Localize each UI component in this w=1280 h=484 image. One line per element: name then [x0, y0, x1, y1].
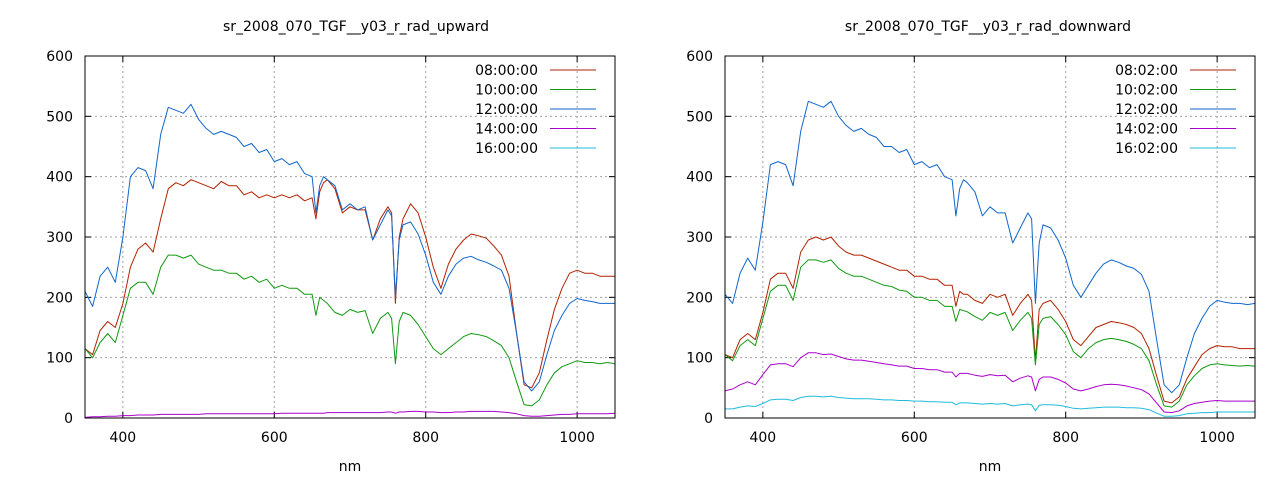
y-tick-label: 200 — [686, 290, 713, 306]
y-tick-label: 500 — [46, 109, 73, 125]
series-line-4 — [725, 352, 1255, 414]
series-line-3 — [725, 100, 1255, 394]
series-group — [85, 103, 615, 418]
series-line-1 — [725, 236, 1255, 404]
legend-label: 12:00:00 — [475, 102, 538, 118]
plot-frame — [724, 55, 1256, 419]
y-tick-label: 100 — [46, 351, 73, 367]
series-line-3 — [85, 103, 615, 392]
legend-label: 10:00:00 — [475, 83, 538, 99]
legend-label: 14:02:00 — [1115, 122, 1178, 138]
y-tick-label: 300 — [46, 230, 73, 246]
x-tick-label: 800 — [1052, 430, 1079, 446]
y-tick-label: 300 — [686, 230, 713, 246]
y-tick-label: 400 — [46, 170, 73, 186]
y-tick-label: 200 — [46, 290, 73, 306]
legend-label: 14:00:00 — [475, 122, 538, 138]
legend-label: 16:02:00 — [1115, 141, 1178, 157]
x-tick-label: 600 — [261, 430, 288, 446]
y-tick-label: 600 — [686, 49, 713, 65]
series-line-1 — [85, 179, 615, 389]
x-axis-label: nm — [339, 459, 362, 475]
x-axis-label: nm — [979, 459, 1002, 475]
y-tick-label: 0 — [64, 411, 73, 427]
chart-title: sr_2008_070_TGF__y03_r_rad_downward — [845, 19, 1131, 35]
series-line-2 — [85, 254, 615, 407]
x-tick-label: 600 — [901, 430, 928, 446]
series-group — [725, 100, 1255, 417]
y-tick-label: 600 — [46, 49, 73, 65]
x-tick-label: 400 — [109, 430, 136, 446]
legend-label: 08:00:00 — [475, 63, 538, 79]
legend-label: 08:02:00 — [1115, 63, 1178, 79]
x-tick-label: 800 — [412, 430, 439, 446]
x-tick-label: 1000 — [1199, 430, 1235, 446]
legend-label: 10:02:00 — [1115, 83, 1178, 99]
chart-panel-2: sr_2008_070_TGF__y03_r_rad_downward 0 100 2… — [686, 19, 1256, 475]
x-tick-label: 400 — [749, 430, 776, 446]
legend-label: 12:02:00 — [1115, 102, 1178, 118]
chart-title: sr_2008_070_TGF__y03_r_rad_upward — [223, 19, 489, 35]
y-tick-label: 0 — [704, 411, 713, 427]
series-line-2 — [725, 259, 1255, 408]
y-tick-label: 500 — [686, 109, 713, 125]
chart-panel-1: sr_2008_070_TGF__y03_r_rad_upward 0 100 200… — [46, 19, 616, 475]
y-tick-label: 100 — [686, 351, 713, 367]
legend-label: 16:00:00 — [475, 141, 538, 157]
series-line-5 — [725, 395, 1255, 417]
x-tick-label: 1000 — [559, 430, 595, 446]
series-line-4 — [85, 410, 615, 418]
y-tick-label: 400 — [686, 170, 713, 186]
plot-frame — [84, 55, 616, 419]
